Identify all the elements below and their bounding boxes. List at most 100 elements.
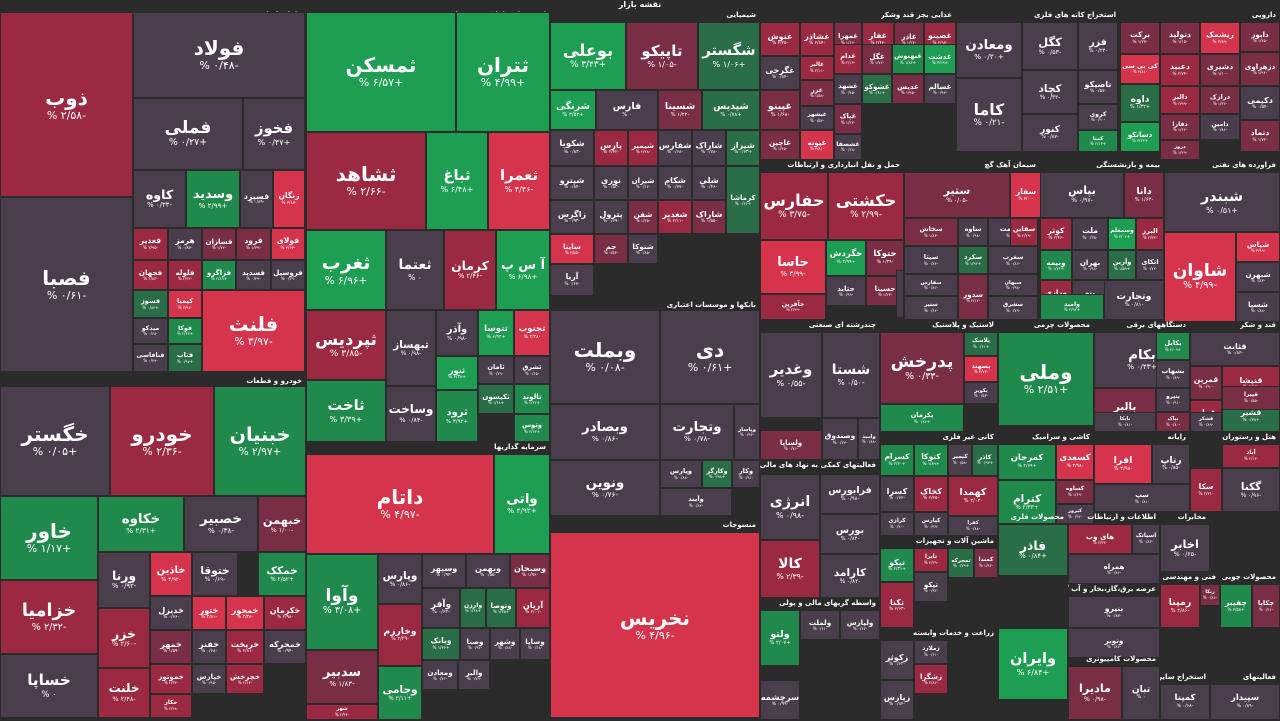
stock-tile[interactable]: خکار -۲/۴۸ % bbox=[150, 694, 192, 718]
stock-tile[interactable]: کی بی سی -۴/۸۱ % bbox=[1120, 54, 1160, 84]
stock-tile[interactable]: وپاسار -۰/۹۳ % bbox=[734, 404, 760, 460]
stock-tile[interactable]: کرماشا +۰/۴۶ % bbox=[726, 166, 760, 234]
stock-tile[interactable]: شتوکا -۰/۸۵ % bbox=[628, 234, 658, 264]
stock-tile[interactable]: فسدید -۰/۴۹ % bbox=[236, 260, 271, 290]
stock-tile[interactable]: سنیر -۰/۶۲ % bbox=[904, 296, 958, 320]
stock-tile[interactable]: آریان -۲/۰۱ % bbox=[516, 588, 550, 628]
stock-tile[interactable]: وسدید +۲/۹۹ % bbox=[186, 170, 240, 228]
stock-tile[interactable]: دسانکو +۳/۲۳ % bbox=[1120, 122, 1160, 152]
stock-tile[interactable]: کاوه -۰/۳۳ % bbox=[133, 170, 186, 228]
stock-tile[interactable]: اتکای -۰/۷۲ % bbox=[1136, 250, 1164, 280]
stock-tile[interactable]: کتوکا +۱/۸۹ % bbox=[914, 444, 948, 476]
stock-tile[interactable]: تاپیکو -۱/۰۵ % bbox=[626, 22, 698, 90]
stock-tile[interactable]: ملت -۰/۲۸ % bbox=[1072, 218, 1108, 250]
stock-tile[interactable]: خگستر +۰/۰۵ % bbox=[0, 386, 110, 496]
stock-tile[interactable]: اخابر -۰/۶۵ % bbox=[1160, 524, 1210, 572]
stock-tile[interactable]: نوری -۰/۵۳ % bbox=[594, 166, 628, 200]
stock-tile[interactable]: کنور -۰/۸۷ % bbox=[1022, 114, 1078, 152]
stock-tile[interactable]: کهمدا -۲/۰۲ % bbox=[948, 476, 998, 516]
stock-tile[interactable]: شپدیس +۰/۷۸ % bbox=[702, 90, 760, 130]
stock-tile[interactable]: دی +۰/۶۱ % bbox=[660, 310, 760, 404]
stock-tile[interactable]: وامید -۰/۸۸ % bbox=[858, 418, 880, 460]
stock-tile[interactable]: بنیرو -۰/۸۷ % bbox=[1068, 596, 1160, 628]
stock-tile[interactable]: کارامد -۰/۸۲ % bbox=[820, 554, 880, 598]
stock-tile[interactable]: نخریس -۴/۹۶ % bbox=[550, 532, 760, 718]
stock-tile[interactable]: حکشتی -۲/۹۹ % bbox=[828, 172, 904, 240]
stock-tile[interactable]: دانا -۱/۶۴ % bbox=[1124, 172, 1164, 218]
stock-tile[interactable]: وسبحان -۱/۹۶ % bbox=[510, 554, 550, 588]
stock-tile[interactable]: فنافاسی -۰/۷۹ % bbox=[133, 344, 168, 372]
stock-tile[interactable]: خچرخش -۲/۶۴ % bbox=[226, 664, 264, 694]
stock-tile[interactable]: فصبا -۰/۶۱ % bbox=[0, 197, 133, 372]
stock-tile[interactable]: وامید +۲/۹۲ % bbox=[1040, 294, 1104, 320]
stock-tile[interactable]: ساوه -۰/۹۸ % bbox=[958, 218, 988, 246]
stock-tile[interactable]: ولملت -۰/۶۱ % bbox=[800, 610, 840, 640]
stock-tile[interactable]: کوثر -۲/۴۶ % bbox=[1040, 218, 1072, 250]
stock-tile[interactable]: کچاد -۰/۳۴ % bbox=[1022, 70, 1078, 114]
stock-tile[interactable]: برکت -۱/۲۷ % bbox=[1120, 22, 1160, 54]
stock-tile[interactable]: دروز -۱/۲۹ % bbox=[1160, 140, 1200, 160]
stock-tile[interactable]: تکنا -۲/۶۳ % bbox=[880, 582, 914, 628]
stock-tile[interactable]: ثجنوب -۴/۴۸ % bbox=[514, 310, 550, 356]
stock-tile[interactable]: غدیس -۱/۹۵ % bbox=[892, 74, 924, 104]
stock-tile[interactable]: شیران -۰/۶۲ % bbox=[628, 166, 658, 200]
stock-tile[interactable]: ریشمک -۳/۸۹ % bbox=[1200, 22, 1240, 54]
stock-tile[interactable]: بنیرو -۰/۹۱ % bbox=[1156, 388, 1190, 412]
stock-tile[interactable]: تپکو -۰/۹۲ % bbox=[914, 572, 948, 602]
stock-tile[interactable]: وآیند -۰/۸۴ % bbox=[660, 488, 732, 516]
stock-tile[interactable]: سیتا -۰/۸۴ % bbox=[904, 246, 958, 274]
stock-tile[interactable]: غدام -۲/۱۳ % bbox=[834, 44, 862, 74]
stock-tile[interactable]: ذوب -۲/۵۸ % bbox=[0, 12, 133, 197]
stock-tile[interactable]: حاسا -۳/۹۹ % bbox=[760, 240, 826, 294]
stock-tile[interactable]: شبندر +۰/۵۱ % bbox=[1164, 172, 1280, 232]
stock-tile[interactable]: دشیری -۱/۱۰ % bbox=[1200, 54, 1240, 86]
stock-tile[interactable]: غسالم -۰/۹۷ % bbox=[924, 74, 956, 104]
stock-tile[interactable]: ثکیسون +۱/۴۸ % bbox=[478, 384, 514, 414]
stock-tile[interactable]: ختور -۳/۸۱ % bbox=[192, 596, 226, 630]
stock-tile[interactable]: ثرود +۳/۹۲ % bbox=[436, 390, 478, 442]
stock-tile[interactable]: ثبهساز -۰/۹۸ % bbox=[386, 310, 436, 386]
stock-tile[interactable]: تبان ۰ % bbox=[1122, 666, 1160, 720]
stock-tile[interactable]: ومعادن -۰/۷۶ % bbox=[422, 660, 458, 690]
stock-tile[interactable]: ثعمرا -۴/۴۶ % bbox=[488, 132, 550, 230]
stock-tile[interactable]: سبهان -۰/۹۸ % bbox=[988, 274, 1038, 296]
stock-tile[interactable]: کروی -۰/۹۰ % bbox=[1078, 104, 1118, 130]
stock-tile[interactable]: تیکو +۲/۳۱ % bbox=[880, 548, 914, 582]
stock-tile[interactable]: آباد -۲/۱۳ % bbox=[1222, 444, 1280, 468]
stock-tile[interactable]: شفارس -۰/۶۸ % bbox=[658, 130, 692, 166]
stock-tile[interactable]: قمرین -۰/۹۰ % bbox=[1190, 366, 1222, 400]
stock-tile[interactable]: خفنر -۰/۶۸ % bbox=[192, 630, 226, 664]
stock-tile[interactable]: شکام -۰/۷۷ % bbox=[658, 166, 692, 200]
stock-tile[interactable]: شاراک -۱/۵۵ % bbox=[692, 200, 726, 234]
stock-tile[interactable]: وصنا -۰/۹۲ % bbox=[460, 628, 490, 660]
stock-tile[interactable]: شهر -۲/۳۴ % bbox=[306, 704, 378, 720]
stock-tile[interactable]: کساوه -۱/۶۹ % bbox=[1056, 480, 1094, 504]
stock-tile[interactable]: خزامیا -۲/۳۲ % bbox=[0, 580, 98, 654]
stock-tile[interactable]: فسازان -۱/۷۲ % bbox=[202, 228, 236, 260]
stock-tile[interactable]: ریکا -۰/۸۶ % bbox=[1200, 584, 1220, 606]
stock-tile[interactable]: زنگان -۳/۸۷ % bbox=[273, 170, 305, 228]
stock-tile[interactable]: کاذر +۰/۹۷ % bbox=[972, 444, 998, 476]
stock-tile[interactable]: کترام +۲/۳۳ % bbox=[998, 480, 1056, 524]
stock-tile[interactable]: چکاپا -۰/۴۱ % bbox=[1252, 584, 1280, 628]
stock-tile[interactable]: خکرمان -۲/۹۸ % bbox=[264, 596, 306, 630]
stock-tile[interactable]: دتماد -۱/۷۲ % bbox=[1240, 120, 1280, 152]
stock-tile[interactable]: زپارس -۰/۸۴ % bbox=[880, 680, 914, 720]
stock-tile[interactable]: غدشت +۳/۶۹ % bbox=[924, 44, 956, 74]
stock-tile[interactable]: شیراز +۰/۶۳ % bbox=[726, 130, 760, 166]
stock-tile[interactable]: وآذر -۰/۹۸ % bbox=[436, 310, 478, 356]
stock-tile[interactable]: شاوان -۴/۹۹ % bbox=[1164, 232, 1236, 322]
stock-tile[interactable]: ثتران +۴/۹۹ % bbox=[456, 12, 550, 132]
stock-tile[interactable]: وتجارت -۰/۸۱ % bbox=[1104, 280, 1164, 320]
stock-tile[interactable]: واتی +۴/۹۲ % bbox=[494, 454, 550, 554]
stock-tile[interactable]: خساپا ۰ % bbox=[0, 654, 98, 718]
stock-tile[interactable]: بوعلی +۳/۴۳ % bbox=[550, 22, 626, 90]
stock-tile[interactable]: فسپزد -۰/۸۹ % bbox=[240, 170, 273, 228]
stock-tile[interactable]: وایران +۶/۸۴ % bbox=[998, 628, 1068, 700]
stock-tile[interactable]: خپارس -۰/۹۵ % bbox=[192, 664, 226, 694]
stock-tile[interactable]: دابور -۱/۷۵ % bbox=[1240, 22, 1280, 52]
stock-tile[interactable]: خمکک +۲/۵۲ % bbox=[258, 552, 306, 596]
stock-tile[interactable]: ثالوند +۲/۲۲ % bbox=[514, 384, 550, 414]
stock-tile[interactable]: خاذین -۳/۹۲ % bbox=[150, 552, 192, 596]
stock-tile[interactable]: ثشاهد -۲/۶۶ % bbox=[306, 132, 426, 230]
